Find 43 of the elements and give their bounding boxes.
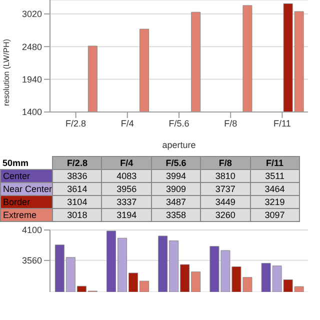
category-label: F/5.6 [166,158,186,168]
data-label: 3104 [52,196,102,208]
data-label: 3737 [200,182,250,196]
data-label: 3219 [250,196,300,208]
text: Near Center [0,182,52,196]
data-label: 3836 [52,170,102,182]
y-tick-label: 1940 [22,74,42,85]
y-tick-label: 1400 [22,107,42,118]
data-label: 3260 [200,208,250,222]
y-tick-label: 2480 [22,42,42,52]
y-tick-label: 3020 [22,9,42,20]
data-label: 3464 [250,182,300,196]
data-label: 3909 [151,182,201,196]
text: Extreme [0,208,52,222]
data-label: 3194 [102,208,152,222]
text: Center [0,170,52,182]
y-tick-label: 3560 [22,256,42,266]
data-label: 3449 [200,196,250,208]
x-tick-label: F/8 [224,118,238,128]
category-label: F/4 [120,158,134,168]
x-tick-label: F/2.8 [66,118,86,128]
x-axis-title: aperture [162,140,196,150]
data-label: 3810 [200,170,250,182]
category-label: F/11 [266,158,284,168]
category-label: F/8 [218,158,232,168]
data-label: 4083 [102,170,152,182]
x-tick-label: F/11 [274,118,291,128]
x-tick-label: F/5.6 [168,118,190,128]
data-label: 3511 [250,170,300,182]
data-label: 3994 [151,170,201,182]
category-label: F/2.8 [66,158,88,168]
text: Border [0,196,52,208]
data-label: 3614 [52,182,102,196]
y-axis-title: resolution (LW/PH) [2,38,11,106]
legend-title: 50mm [2,156,30,170]
data-label: 3337 [102,196,152,208]
data-label: 3018 [52,208,102,222]
data-label: 3487 [151,196,201,208]
data-label: 3956 [102,182,152,196]
data-label: 3097 [250,208,300,222]
data-label: 3358 [151,208,201,222]
y-tick-label: 4100 [22,225,42,236]
x-tick-label: F/4 [120,118,134,128]
